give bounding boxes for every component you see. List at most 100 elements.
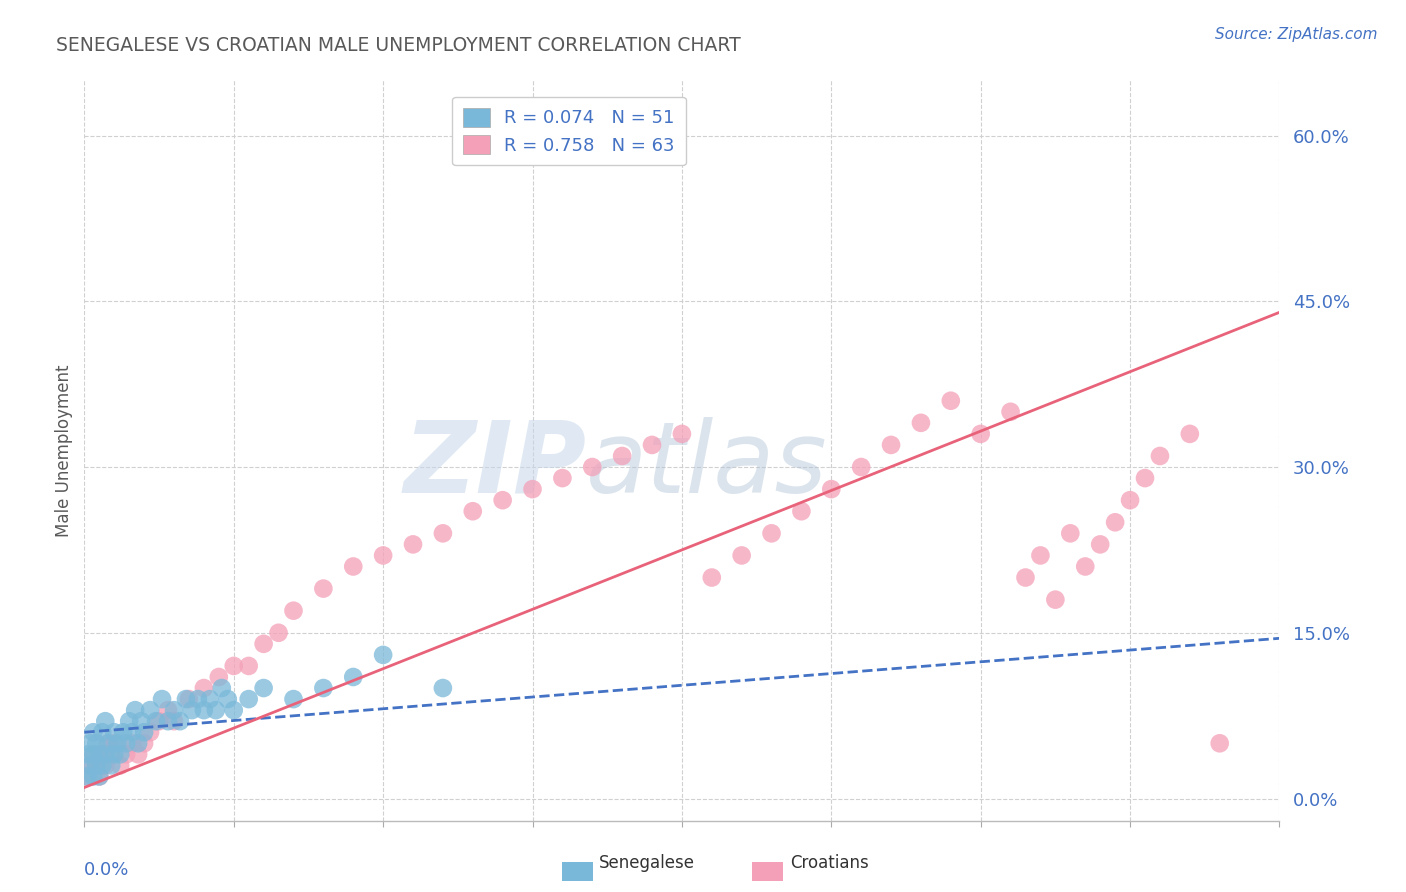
Point bbox=[121, 736, 143, 750]
Point bbox=[283, 604, 305, 618]
Point bbox=[253, 637, 276, 651]
Point bbox=[115, 736, 138, 750]
Point bbox=[211, 681, 233, 695]
Text: Source: ZipAtlas.com: Source: ZipAtlas.com bbox=[1215, 27, 1378, 42]
Point bbox=[208, 670, 231, 684]
Point bbox=[150, 692, 173, 706]
Text: Croatians: Croatians bbox=[790, 855, 869, 872]
Point bbox=[76, 747, 98, 762]
Text: 0.0%: 0.0% bbox=[84, 862, 129, 880]
Point bbox=[100, 758, 122, 772]
Point bbox=[612, 449, 634, 463]
Point bbox=[169, 714, 191, 729]
Point bbox=[970, 426, 993, 441]
Text: atlas: atlas bbox=[586, 417, 828, 514]
Point bbox=[79, 736, 101, 750]
Point bbox=[1149, 449, 1171, 463]
Point bbox=[851, 460, 873, 475]
Point bbox=[910, 416, 932, 430]
Point bbox=[127, 747, 149, 762]
Point bbox=[432, 526, 454, 541]
Point bbox=[94, 758, 117, 772]
Point bbox=[118, 714, 141, 729]
Text: SENEGALESE VS CROATIAN MALE UNEMPLOYMENT CORRELATION CHART: SENEGALESE VS CROATIAN MALE UNEMPLOYMENT… bbox=[56, 36, 741, 54]
Text: Senegalese: Senegalese bbox=[599, 855, 695, 872]
Point bbox=[522, 482, 544, 496]
Point bbox=[581, 460, 603, 475]
Point bbox=[492, 493, 515, 508]
Point bbox=[86, 758, 108, 772]
Point bbox=[790, 504, 813, 518]
Point bbox=[82, 725, 104, 739]
Point bbox=[79, 758, 101, 772]
Point bbox=[100, 747, 122, 762]
Point bbox=[1133, 471, 1156, 485]
Point bbox=[103, 725, 125, 739]
Point bbox=[193, 703, 215, 717]
Point bbox=[82, 769, 104, 783]
Point bbox=[1014, 570, 1036, 584]
Point bbox=[193, 681, 215, 695]
Point bbox=[820, 482, 842, 496]
Point bbox=[187, 692, 209, 706]
Point bbox=[129, 714, 152, 729]
Point bbox=[1178, 426, 1201, 441]
Legend: R = 0.074   N = 51, R = 0.758   N = 63: R = 0.074 N = 51, R = 0.758 N = 63 bbox=[451, 96, 686, 165]
Point bbox=[1074, 559, 1097, 574]
Point bbox=[89, 769, 111, 783]
Point bbox=[1059, 526, 1081, 541]
Point bbox=[342, 559, 364, 574]
Point bbox=[97, 736, 120, 750]
Point bbox=[174, 692, 197, 706]
Point bbox=[222, 703, 245, 717]
Point bbox=[145, 714, 167, 729]
Point bbox=[86, 758, 108, 772]
Point bbox=[671, 426, 693, 441]
Point bbox=[253, 681, 276, 695]
Point bbox=[103, 736, 125, 750]
Y-axis label: Male Unemployment: Male Unemployment bbox=[55, 364, 73, 537]
Point bbox=[157, 714, 180, 729]
Point bbox=[761, 526, 783, 541]
Point bbox=[163, 703, 186, 717]
Point bbox=[94, 714, 117, 729]
Point bbox=[89, 769, 111, 783]
Text: ZIP: ZIP bbox=[404, 417, 586, 514]
Point bbox=[139, 725, 162, 739]
Point bbox=[1209, 736, 1232, 750]
Point bbox=[148, 714, 170, 729]
Point bbox=[432, 681, 454, 695]
Point bbox=[94, 747, 117, 762]
Point bbox=[731, 549, 754, 563]
Point bbox=[76, 769, 98, 783]
Point bbox=[97, 736, 120, 750]
Point bbox=[373, 648, 395, 662]
Point bbox=[312, 582, 335, 596]
Point bbox=[222, 659, 245, 673]
Point bbox=[551, 471, 574, 485]
Point bbox=[1029, 549, 1052, 563]
Point bbox=[124, 703, 146, 717]
Point bbox=[1090, 537, 1112, 551]
Point bbox=[939, 393, 962, 408]
Point bbox=[89, 747, 111, 762]
Point bbox=[103, 747, 125, 762]
Point bbox=[76, 769, 98, 783]
Point bbox=[238, 692, 260, 706]
Point bbox=[700, 570, 723, 584]
Point bbox=[139, 703, 162, 717]
Point bbox=[91, 725, 114, 739]
Point bbox=[82, 747, 104, 762]
Point bbox=[205, 703, 228, 717]
Point bbox=[110, 747, 132, 762]
Point bbox=[121, 725, 143, 739]
Point bbox=[115, 747, 138, 762]
Point bbox=[112, 725, 135, 739]
Point bbox=[1045, 592, 1067, 607]
Point bbox=[132, 736, 156, 750]
Point bbox=[79, 758, 101, 772]
Point bbox=[880, 438, 903, 452]
Point bbox=[402, 537, 425, 551]
Point bbox=[127, 736, 149, 750]
Point bbox=[132, 725, 156, 739]
